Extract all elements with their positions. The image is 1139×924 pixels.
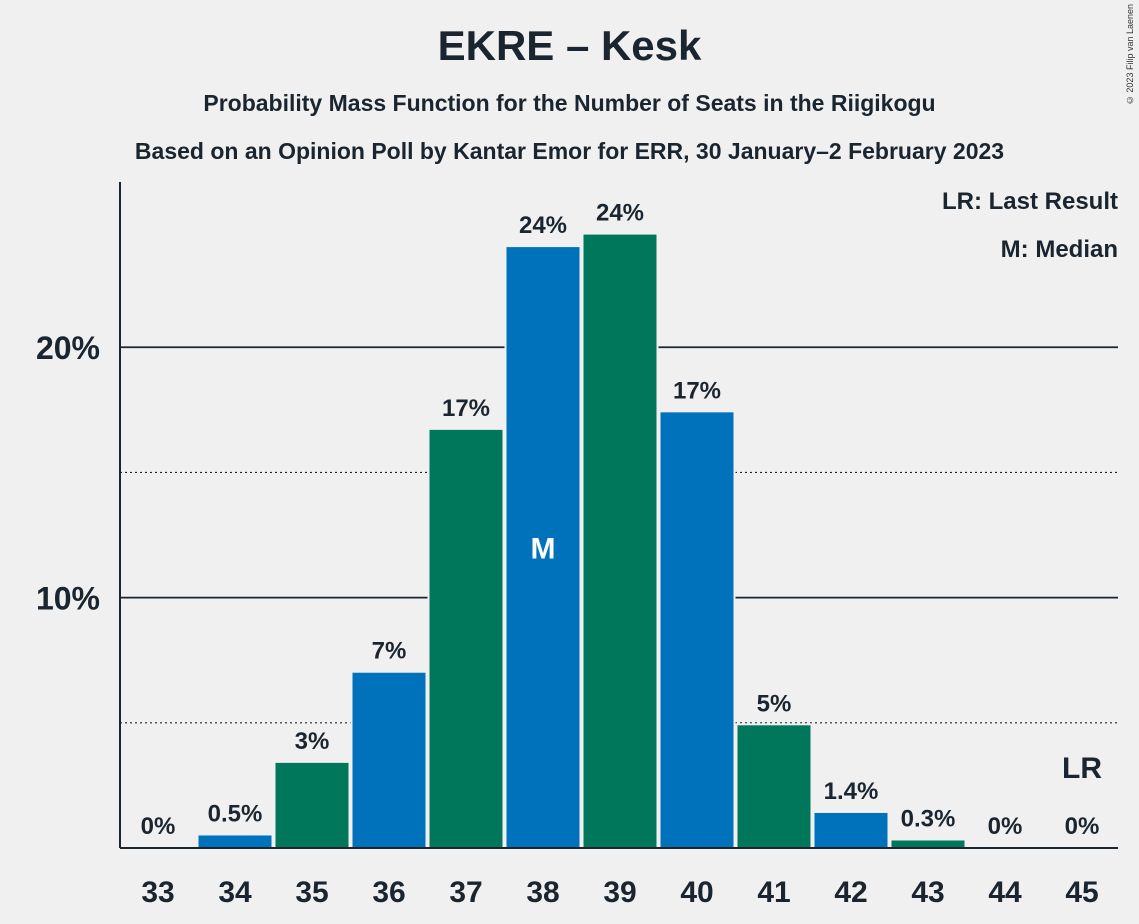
x-tick-labels: 33 34 35 36 37 38 39 40 41 42 43 44 45 bbox=[141, 876, 1098, 909]
bar-label-38: 24% bbox=[519, 212, 567, 239]
legend-last-result: LR: Last Result bbox=[942, 188, 1118, 215]
bar-label-40: 17% bbox=[673, 377, 721, 404]
x-tick-33: 33 bbox=[141, 876, 174, 909]
bar-39 bbox=[583, 234, 657, 848]
x-tick-41: 41 bbox=[757, 876, 790, 909]
bar-41 bbox=[737, 725, 811, 848]
bar-34 bbox=[198, 835, 272, 848]
bar-37 bbox=[429, 429, 503, 848]
x-tick-42: 42 bbox=[834, 876, 867, 909]
bar-40 bbox=[660, 412, 734, 848]
x-tick-39: 39 bbox=[603, 876, 636, 909]
bar-label-36: 7% bbox=[372, 638, 407, 665]
bar-36 bbox=[352, 672, 426, 848]
bar-38 bbox=[506, 247, 580, 848]
bar-label-34: 0.5% bbox=[208, 800, 263, 827]
bar-42 bbox=[814, 812, 888, 848]
chart-source: Based on an Opinion Poll by Kantar Emor … bbox=[134, 138, 1005, 164]
x-tick-40: 40 bbox=[680, 876, 713, 909]
bars bbox=[196, 232, 967, 848]
x-tick-36: 36 bbox=[372, 876, 405, 909]
bar-label-42: 1.4% bbox=[824, 778, 879, 805]
bar-label-43: 0.3% bbox=[901, 805, 956, 832]
y-tick-10: 10% bbox=[36, 581, 100, 617]
x-tick-44: 44 bbox=[988, 876, 1022, 909]
y-tick-labels: 10% 20% bbox=[36, 330, 100, 616]
last-result-marker: LR bbox=[1062, 752, 1102, 785]
chart-title: EKRE – Kesk bbox=[437, 22, 702, 69]
bar-label-35: 3% bbox=[295, 728, 330, 755]
x-tick-45: 45 bbox=[1065, 876, 1098, 909]
x-tick-38: 38 bbox=[526, 876, 559, 909]
median-marker: M bbox=[531, 533, 556, 566]
bar-label-37: 17% bbox=[442, 395, 490, 422]
bar-label-44: 0% bbox=[988, 813, 1023, 840]
legend: LR: Last Result M: Median bbox=[942, 188, 1118, 263]
bar-label-45: 0% bbox=[1065, 813, 1100, 840]
bar-35 bbox=[275, 762, 349, 848]
axes bbox=[119, 182, 1118, 849]
bar-labels: 0% 0.5% 3% 7% 17% 24% M 24% 17% 5% 1.4% 0.3% 0% 0% LR bbox=[141, 200, 1103, 840]
bar-label-41: 5% bbox=[757, 690, 792, 717]
bar-label-33: 0% bbox=[141, 813, 176, 840]
chart-subtitle: Probability Mass Function for the Number… bbox=[203, 90, 936, 116]
x-tick-35: 35 bbox=[295, 876, 328, 909]
x-tick-37: 37 bbox=[449, 876, 482, 909]
bar-43 bbox=[891, 840, 965, 848]
y-tick-20: 20% bbox=[36, 330, 100, 366]
bar-label-39: 24% bbox=[596, 200, 644, 227]
x-tick-43: 43 bbox=[911, 876, 944, 909]
legend-median: M: Median bbox=[1001, 236, 1118, 263]
x-tick-34: 34 bbox=[218, 876, 252, 909]
